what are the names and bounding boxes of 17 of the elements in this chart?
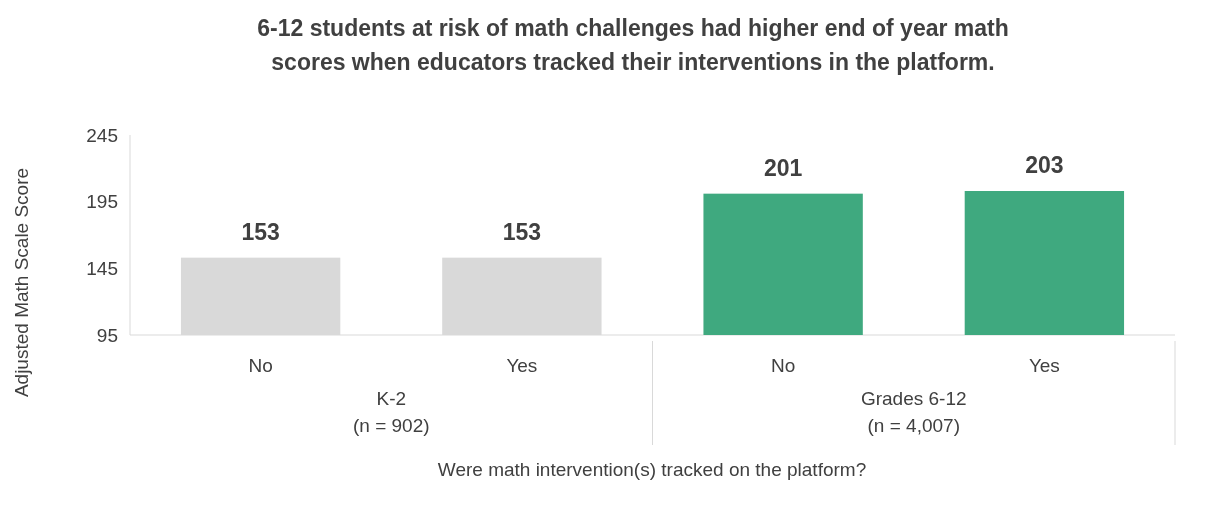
y-tick-label: 95 — [96, 324, 118, 346]
y-axis-title: Adjusted Math Scale Score — [11, 167, 32, 398]
x-axis-title: Were math intervention(s) tracked on the platform? — [437, 459, 867, 480]
text: K-2 (n = 902) — [352, 388, 430, 436]
x-tick-label: Yes — [1028, 355, 1060, 376]
y-tick-label: 245 — [86, 124, 118, 146]
data-label: 201 — [763, 154, 803, 181]
data-label: 153 — [241, 218, 280, 245]
y-tick-label: 145 — [86, 257, 118, 279]
data-label: 203 — [1025, 152, 1064, 178]
chart-title: 6-12 students at risk of math challenges had higher end of year math scores when educators tracked their interventions in the platform. — [257, 15, 1009, 75]
x-tick-label: No — [770, 355, 796, 376]
data-label: 153 — [502, 218, 542, 245]
x-tick-label: Yes — [506, 355, 538, 376]
text: Grades 6-12 (n = 4,007) — [860, 388, 967, 436]
y-tick-label: 195 — [86, 191, 118, 213]
x-tick-label: No — [248, 355, 273, 376]
